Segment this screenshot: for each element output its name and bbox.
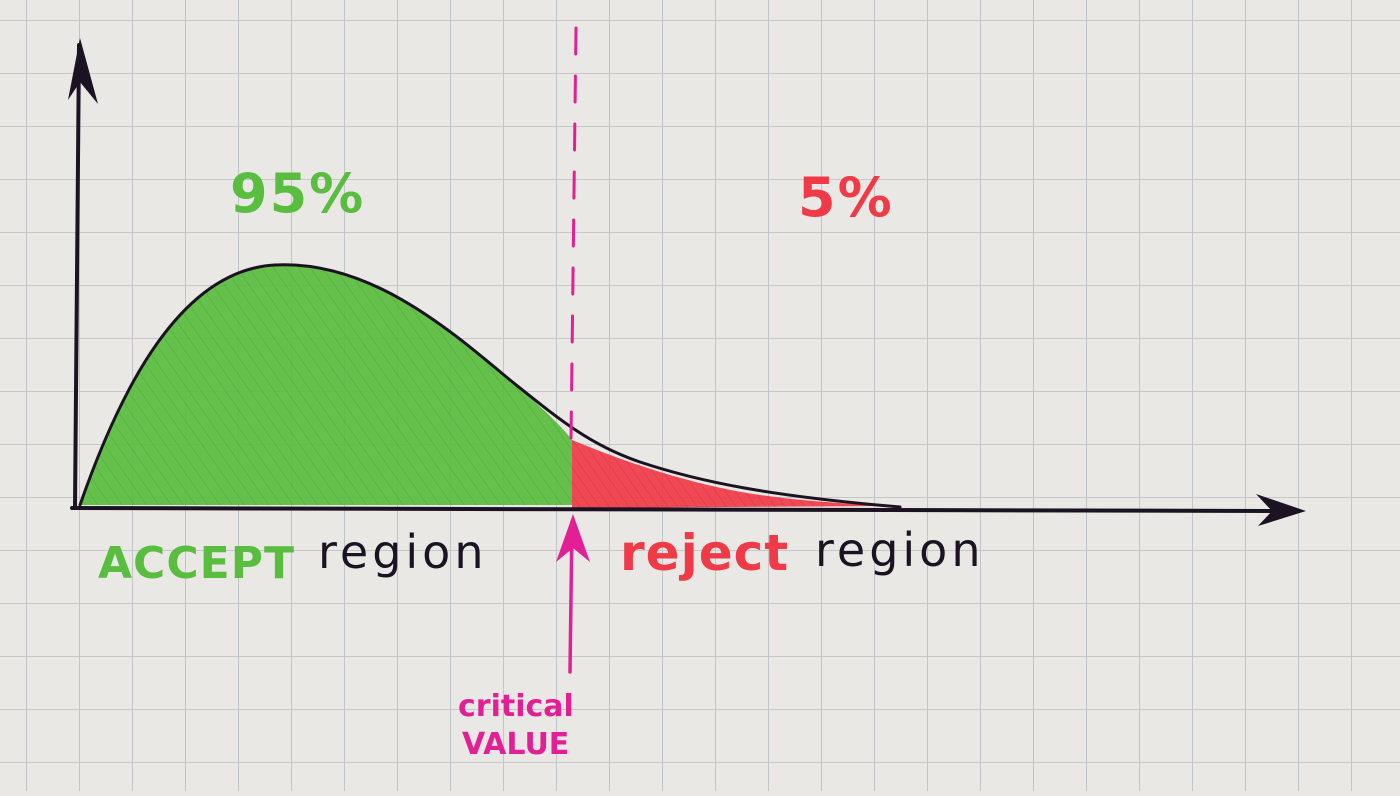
accept-region-word-label: region [318,525,487,579]
accept-word-label: ACCEPT [98,538,295,589]
critical-value-arrowhead [556,514,590,562]
reject-word-label: reject [620,524,789,582]
distribution-curve [78,263,902,509]
reject-percent-label: 5% [798,166,894,229]
y-axis [73,43,81,510]
critical-label-line1: critical [458,689,574,724]
reject-region-hatching [572,440,890,508]
y-axis-arrowhead [68,38,98,104]
accept-percent-label: 95% [230,162,365,225]
x-axis-arrowhead [1256,494,1306,526]
x-axis [70,506,1292,513]
accept-region-hatching [80,264,572,505]
critical-value-dashed-line [569,26,578,442]
reject-region-word-label: region [815,523,984,577]
critical-label-line2: VALUE [462,727,569,762]
